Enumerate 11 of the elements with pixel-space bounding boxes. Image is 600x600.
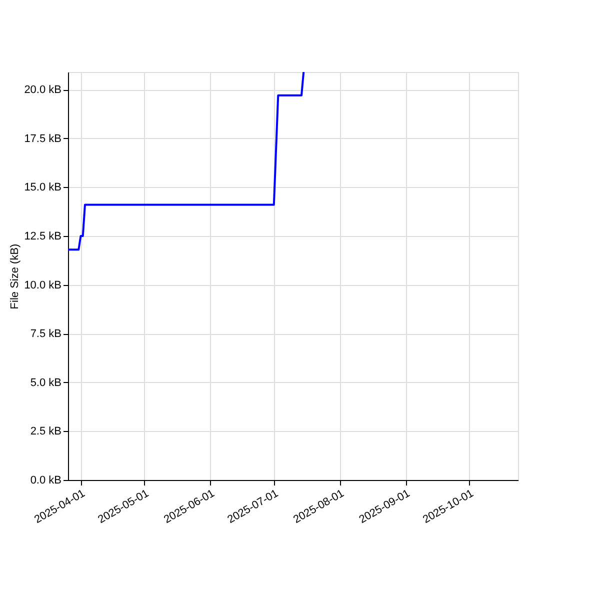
y-tick-label: 20.0 kB [24,84,62,96]
y-tick-label: 15.0 kB [24,182,62,194]
y-tick-label: 12.5 kB [24,230,62,242]
y-tick-label: 2.5 kB [30,426,62,438]
line-series [68,72,305,251]
y-tick-label: 17.5 kB [24,132,62,145]
y-tick-label: 0.0 kB [30,474,62,486]
y-tick-label: 7.5 kB [30,328,62,340]
y-tick-label: 5.0 kB [30,376,62,389]
y-tick-label: 10.0 kB [24,279,62,292]
y-axis-title: File Size (kB) [9,244,22,310]
